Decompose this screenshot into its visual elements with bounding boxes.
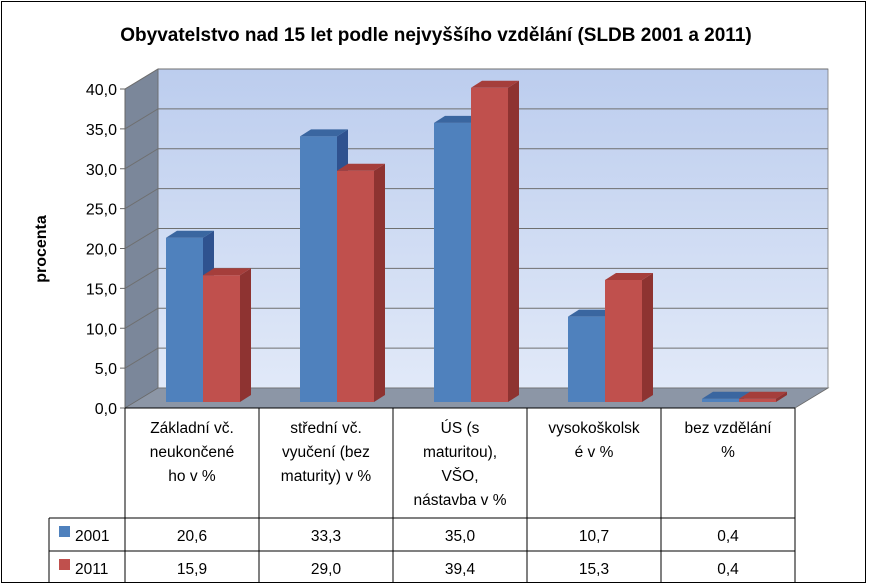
- legend-key-2001: [59, 526, 70, 537]
- gridline-side: [124, 228, 159, 249]
- gridline-side: [124, 148, 159, 170]
- category-label: VŠO,: [441, 468, 478, 485]
- bar-2011: [203, 275, 240, 402]
- category-label: Základní vč.: [150, 420, 234, 437]
- bar-2011: [605, 279, 642, 402]
- bar-top-2011: [337, 163, 385, 171]
- data-label: 39,4: [445, 561, 476, 578]
- data-label: 0,4: [717, 528, 739, 545]
- category-label: střední vč.: [290, 420, 362, 437]
- bar-top-2001: [568, 309, 616, 317]
- bar-top-2001: [434, 115, 482, 123]
- category-label: maturity) v %: [281, 468, 372, 485]
- bar-2001: [166, 237, 203, 402]
- gridline-side: [124, 68, 159, 90]
- gridline-side: [124, 267, 159, 289]
- data-label: 29,0: [311, 561, 342, 578]
- y-tick-label: 40,0: [86, 82, 117, 99]
- y-tick-label: 0,0: [95, 401, 117, 418]
- bar-2011: [471, 87, 508, 402]
- bar-2001: [702, 398, 739, 402]
- y-tick-label: 15,0: [86, 281, 117, 298]
- bar-2001: [300, 136, 337, 402]
- legend-label-2011: 2011: [75, 561, 108, 578]
- bar-top-2011: [605, 272, 653, 280]
- bar-side-2011: [776, 391, 787, 402]
- y-tick-label: 35,0: [86, 122, 117, 139]
- category-label: %: [721, 444, 735, 461]
- bar-2011: [739, 398, 776, 402]
- category-label: nástavba v %: [413, 492, 506, 509]
- gridline-side: [124, 307, 159, 329]
- bar-top-2001: [702, 391, 750, 399]
- category-label: vyučení (bez: [282, 444, 370, 461]
- y-tick-label: 10,0: [86, 321, 117, 338]
- data-label: 20,6: [177, 528, 207, 545]
- bar-top-2011: [203, 268, 251, 276]
- bar-side-2011: [240, 268, 251, 402]
- legend-label-2001: 2001: [75, 528, 109, 545]
- bar-top-2001: [300, 129, 348, 137]
- bar-top-2011: [739, 391, 787, 399]
- data-label: 10,7: [579, 528, 609, 545]
- bar-side-2011: [642, 272, 653, 402]
- bar-top-2001: [166, 230, 214, 238]
- gridline-side: [124, 347, 159, 369]
- category-label: bez vzdělání: [684, 420, 772, 437]
- bar-2001: [568, 316, 605, 402]
- bar-top-2011: [471, 80, 519, 88]
- data-label: 33,3: [311, 528, 341, 545]
- data-label: 0,4: [717, 561, 739, 578]
- category-label: vysokoškolsk: [548, 420, 640, 437]
- y-tick-label: 25,0: [86, 202, 117, 219]
- category-label: é v %: [575, 444, 614, 461]
- data-label: 15,3: [579, 561, 609, 578]
- bar-side-2011: [374, 163, 385, 402]
- y-axis-label: procenta: [33, 215, 50, 283]
- data-label: 35,0: [445, 528, 476, 545]
- y-tick-label: 20,0: [86, 242, 117, 259]
- category-label: ÚS (s: [441, 420, 480, 437]
- bar-2001: [434, 122, 471, 402]
- y-tick-label: 30,0: [86, 162, 117, 179]
- gridline-side: [124, 188, 159, 210]
- bar-2011: [337, 170, 374, 402]
- legend-key-2011: [59, 559, 70, 570]
- bar-side-2011: [508, 80, 519, 402]
- chart-title: Obyvatelstvo nad 15 let podle nejvyššího…: [120, 25, 751, 46]
- category-label: neukončené: [150, 444, 234, 461]
- gridline-side: [124, 108, 159, 130]
- y-tick-label: 5,0: [95, 361, 117, 378]
- category-label: ho v %: [168, 468, 216, 485]
- data-label: 15,9: [177, 561, 207, 578]
- category-label: maturitou),: [423, 444, 497, 461]
